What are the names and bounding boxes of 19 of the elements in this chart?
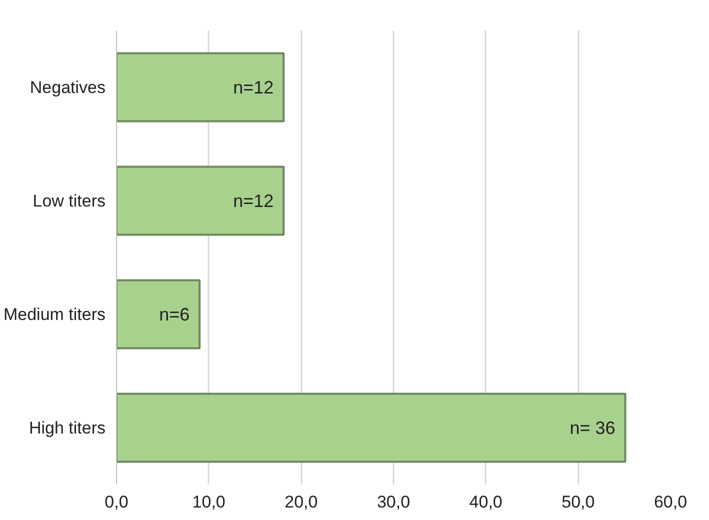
bar — [116, 279, 201, 350]
y-tick-label: Low titers — [32, 191, 106, 210]
x-tick-label: 0,0 — [104, 492, 128, 512]
annotation: n=6 — [159, 304, 190, 324]
annotation: n= 36 — [570, 418, 616, 438]
x-tick-label: 20,0 — [284, 492, 318, 512]
bar — [116, 392, 626, 463]
annotation: n=12 — [233, 77, 274, 98]
y-tick-label: High titers — [28, 418, 106, 438]
bar — [116, 166, 285, 236]
x-tick-label: 40,0 — [469, 492, 502, 512]
bar — [116, 52, 285, 122]
x-tick-label: 30,0 — [376, 492, 410, 512]
x-tick-label: 60,0 — [654, 492, 688, 512]
x-tick-label: 10,0 — [192, 492, 226, 512]
y-tick-label: Negatives — [30, 78, 106, 97]
annotation: n=12 — [233, 190, 274, 211]
y-tick-label: Medium titers — [3, 304, 106, 324]
x-tick-label: 50,0 — [562, 492, 595, 512]
